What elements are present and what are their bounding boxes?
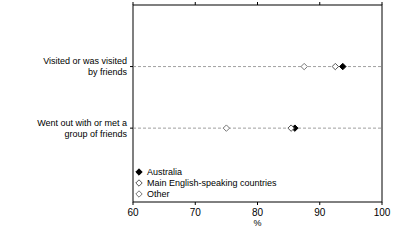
legend-marker — [136, 180, 142, 186]
legend-label: Other — [147, 189, 170, 199]
x-tick — [319, 202, 320, 205]
dot — [332, 63, 338, 69]
category-label-line: Visited or was visited — [43, 56, 127, 66]
x-tick-label: 60 — [127, 207, 139, 218]
category-label-line: group of friends — [64, 129, 127, 139]
plot-frame — [133, 5, 382, 202]
x-tick-label: 90 — [314, 207, 326, 218]
chart: 60 70 80 90 100% Visited or was visitedby fri… — [0, 0, 397, 227]
x-tick-top — [319, 2, 320, 5]
x-tick — [257, 202, 258, 205]
x-tick-top — [133, 2, 134, 5]
dot — [340, 63, 346, 69]
dot — [288, 125, 294, 131]
x-tick — [195, 202, 196, 205]
x-axis-label: % — [253, 218, 261, 227]
x-tick-label: 100 — [374, 207, 391, 218]
legend-marker — [136, 169, 142, 175]
dot — [223, 125, 229, 131]
marks — [223, 63, 346, 131]
dot — [301, 63, 307, 69]
x-tick — [133, 202, 134, 205]
x-tick-top — [382, 2, 383, 5]
category-guide — [133, 128, 382, 129]
y-tick — [130, 66, 133, 67]
x-tick-label: 80 — [252, 207, 264, 218]
x-tick-top — [257, 2, 258, 5]
category-label: Visited or was visitedby friends — [43, 56, 127, 77]
category-label: Went out with or met agroup of friends — [37, 118, 127, 139]
category-label-line: Went out with or met a — [37, 118, 127, 128]
y-tick — [130, 128, 133, 129]
category-label-line: by friends — [88, 67, 128, 77]
x-tick-label: 70 — [190, 207, 202, 218]
x-tick-top — [195, 2, 196, 5]
legend-label: Main English-speaking countries — [147, 178, 277, 188]
legend-label: Australia — [147, 167, 182, 177]
x-tick — [382, 202, 383, 205]
legend-marker — [136, 191, 142, 197]
